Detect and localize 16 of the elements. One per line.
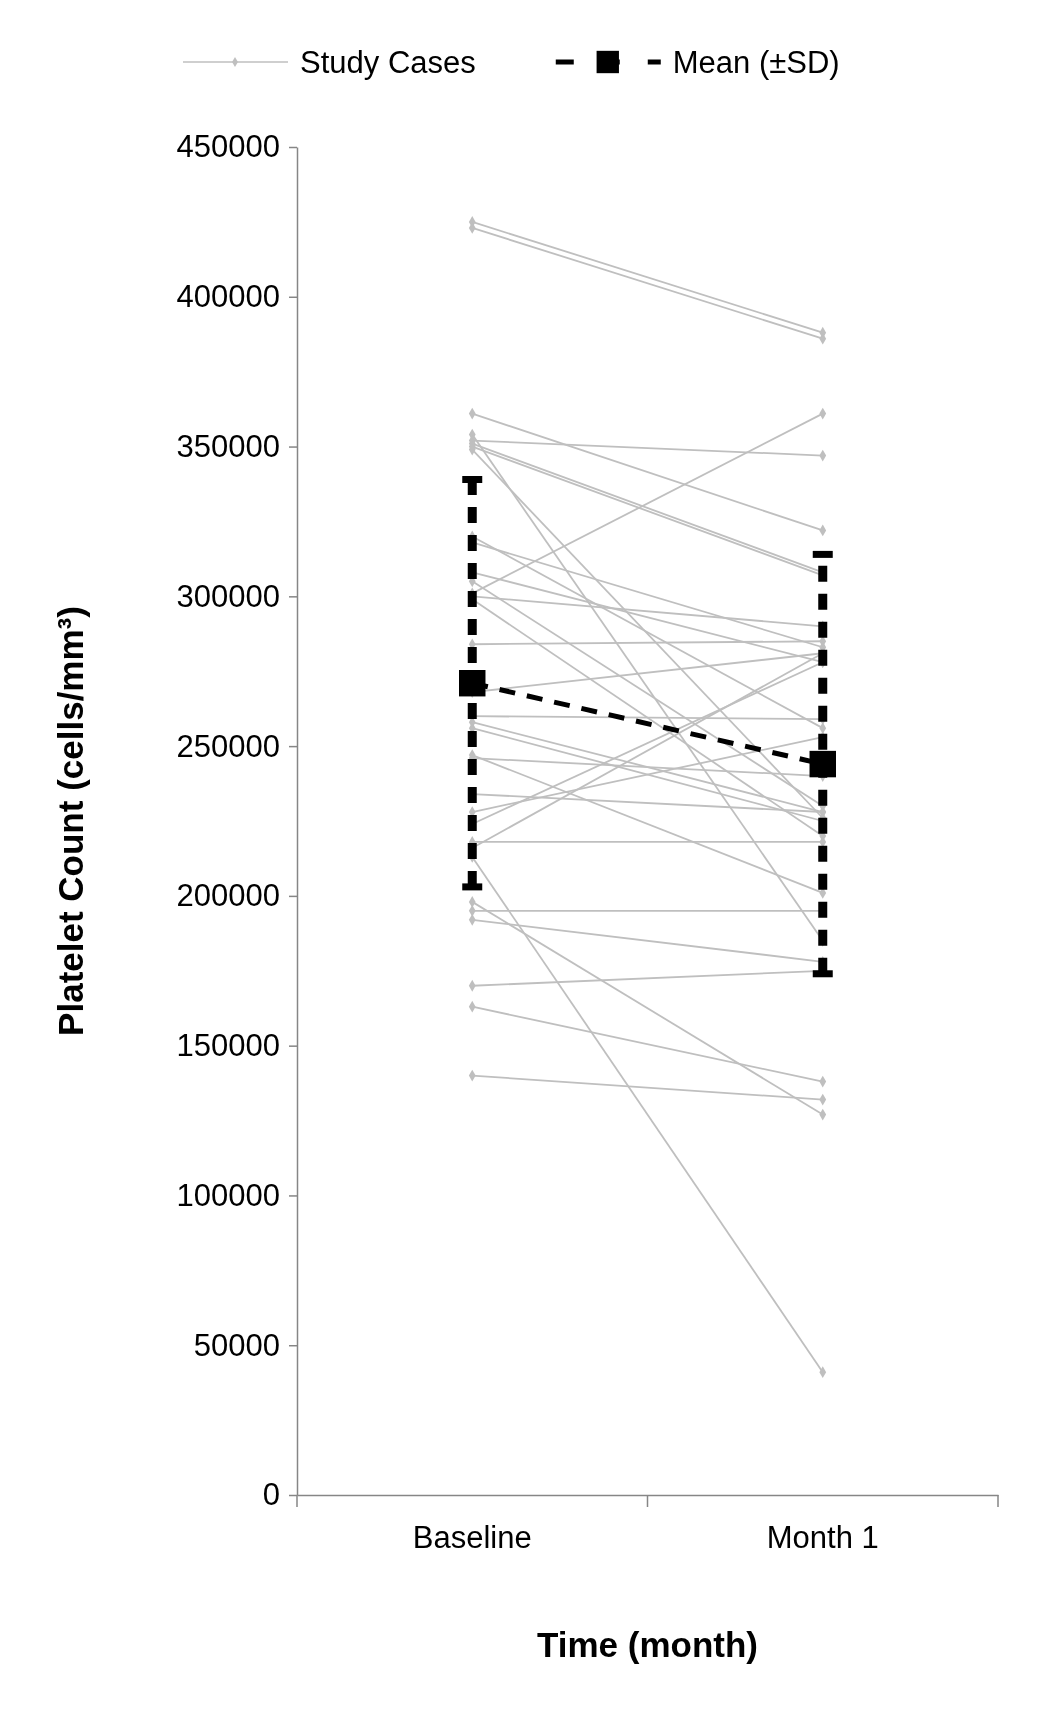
y-tick-label: 400000	[176, 279, 280, 315]
y-tick-label: 250000	[176, 728, 280, 764]
y-axis-title: Platelet Count (cells/mm³)	[51, 606, 90, 1036]
y-tick-label: 0	[262, 1477, 280, 1513]
y-tick-label: 150000	[176, 1028, 280, 1064]
y-tick-label: 450000	[176, 129, 280, 165]
y-tick-label: 200000	[176, 878, 280, 914]
y-tick-label: 50000	[193, 1327, 280, 1363]
y-tick-label: 100000	[176, 1177, 280, 1213]
x-axis-title: Time (month)	[536, 1625, 759, 1664]
x-tick-label: Baseline	[412, 1520, 532, 1555]
y-tick-label: 350000	[176, 428, 280, 464]
x-tick-label: Month 1	[766, 1520, 879, 1555]
legend-label: Mean (±SD)	[672, 45, 840, 80]
legend-label: Study Cases	[300, 45, 476, 80]
y-tick-label: 300000	[176, 578, 280, 614]
